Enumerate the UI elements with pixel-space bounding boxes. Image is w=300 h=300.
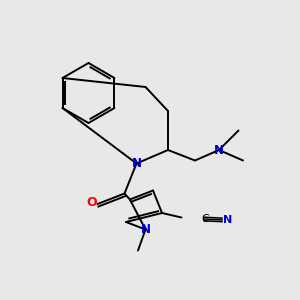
Text: N: N (224, 215, 233, 225)
Text: N: N (131, 157, 142, 170)
Text: N: N (214, 143, 224, 157)
Text: C: C (201, 214, 209, 224)
Text: N: N (140, 223, 151, 236)
Text: O: O (86, 196, 97, 209)
